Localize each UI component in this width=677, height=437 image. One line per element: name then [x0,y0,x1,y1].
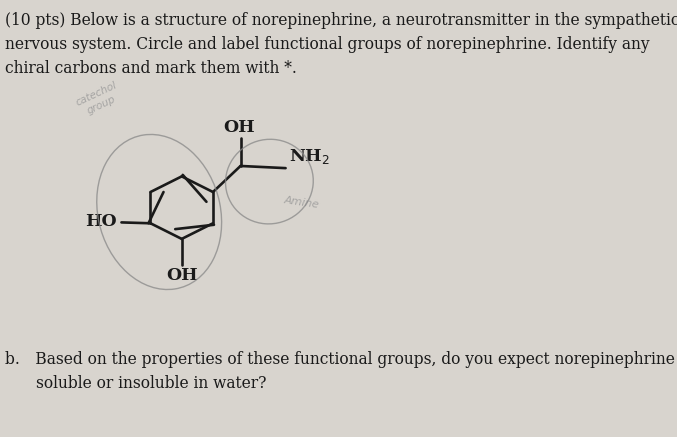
Text: Amine: Amine [284,195,320,210]
Text: b. Based on the properties of these functional groups, do you expect norepinephr: b. Based on the properties of these func… [5,351,677,368]
Text: soluble or insoluble in water?: soluble or insoluble in water? [5,375,267,392]
Text: catechol
group: catechol group [74,80,124,118]
Text: OH: OH [166,267,198,284]
Text: chiral carbons and mark them with *.: chiral carbons and mark them with *. [5,60,297,77]
Text: (10 pts) Below is a structure of norepinephrine, a neurotransmitter in the sympa: (10 pts) Below is a structure of norepin… [5,12,677,29]
Text: HO: HO [85,213,116,229]
Text: NH$_2$: NH$_2$ [288,146,330,166]
Text: nervous system. Circle and label functional groups of norepinephrine. Identify a: nervous system. Circle and label functio… [5,36,650,53]
Text: OH: OH [223,118,255,135]
